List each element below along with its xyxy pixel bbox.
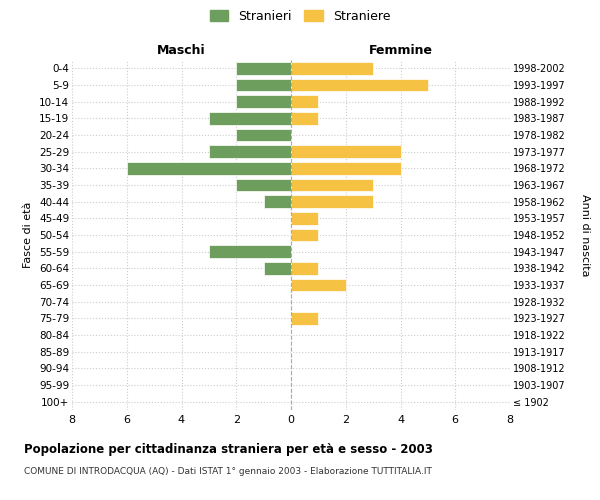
Bar [236, 79, 291, 92]
Bar [263, 196, 291, 208]
Bar [291, 229, 319, 241]
Bar [291, 196, 373, 208]
Text: Popolazione per cittadinanza straniera per età e sesso - 2003: Popolazione per cittadinanza straniera p… [24, 442, 433, 456]
Bar [209, 112, 291, 124]
Bar [236, 129, 291, 141]
Y-axis label: Anni di nascita: Anni di nascita [580, 194, 590, 276]
Y-axis label: Fasce di età: Fasce di età [23, 202, 34, 268]
Bar [291, 79, 428, 92]
Bar [209, 146, 291, 158]
Bar [291, 62, 373, 74]
Bar [236, 179, 291, 192]
Bar [291, 262, 319, 274]
Bar [291, 146, 401, 158]
Bar [263, 262, 291, 274]
Legend: Stranieri, Straniere: Stranieri, Straniere [206, 6, 394, 26]
Bar [291, 179, 373, 192]
Text: Femmine: Femmine [368, 44, 433, 57]
Bar [291, 112, 319, 124]
Bar [291, 279, 346, 291]
Bar [236, 62, 291, 74]
Bar [209, 246, 291, 258]
Text: Maschi: Maschi [157, 44, 206, 57]
Bar [291, 312, 319, 324]
Bar [127, 162, 291, 174]
Text: COMUNE DI INTRODACQUA (AQ) - Dati ISTAT 1° gennaio 2003 - Elaborazione TUTTITALI: COMUNE DI INTRODACQUA (AQ) - Dati ISTAT … [24, 468, 432, 476]
Bar [291, 212, 319, 224]
Bar [236, 96, 291, 108]
Bar [291, 162, 401, 174]
Bar [291, 96, 319, 108]
